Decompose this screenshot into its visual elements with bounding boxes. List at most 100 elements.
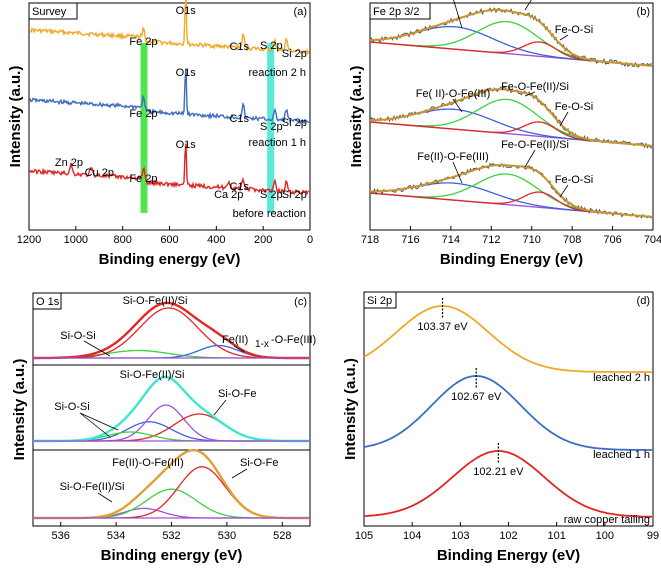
label-leader [559, 34, 569, 41]
x-tick-label: 710 [523, 234, 541, 246]
label-leader [83, 340, 111, 357]
peak-annotation: Si 2p [282, 189, 307, 201]
x-tick-label: 716 [401, 234, 419, 246]
component-label: Fe-O-Si [555, 101, 594, 113]
x-tick-label: 706 [603, 234, 621, 246]
component-label: Si-O-Fe [218, 388, 257, 400]
x-tick-label: 104 [403, 530, 421, 542]
x-tick-label: 200 [254, 234, 272, 246]
peak-value-label: 102.21 eV [473, 466, 524, 478]
x-tick-label: 708 [563, 234, 581, 246]
peak-annotation: S 2p [260, 40, 283, 52]
peak-annotation: Zn 2p [55, 157, 83, 169]
component-label: Fe-O-Fe(II)/Si [501, 81, 569, 93]
fit-component [33, 421, 309, 442]
x-tick-label: 99 [647, 530, 659, 542]
fit-component [369, 20, 653, 67]
label-leader [79, 412, 111, 438]
component-label: Si-O-Fe(II)/Si [120, 369, 185, 381]
component-label: Fe-O-Si [555, 24, 594, 36]
panel-label: O 1s [36, 296, 60, 308]
panel-tag: (b) [637, 6, 650, 18]
x-axis-title: Binding energy (eV) [101, 547, 243, 564]
label-leader [233, 345, 245, 353]
panel-tag: (a) [294, 6, 307, 18]
label-leader [452, 161, 463, 184]
raw-spectrum [369, 162, 653, 219]
peak-annotation: S 2p [260, 121, 283, 133]
peak-annotation: O1s [176, 5, 197, 17]
component-label: Si-O-Fe [240, 457, 279, 469]
peak-annotation: Fe 2p [129, 36, 157, 48]
component-subscript: 1-x [255, 339, 269, 350]
component-label: Fe-O-Fe(II)/Si [501, 139, 569, 151]
component-label: Fe(II)-O-Fe(III) [417, 151, 489, 163]
peak-value-label: 102.67 eV [451, 391, 502, 403]
x-axis-title: Binding Energy (eV) [440, 251, 583, 268]
component-label: Fe(II) [222, 334, 248, 346]
label-leader [452, 98, 463, 113]
x-tick-label: 536 [52, 530, 70, 542]
fit-envelope [370, 164, 653, 218]
label-leader [213, 399, 227, 416]
label-leader [524, 91, 536, 97]
si2p-series-line [363, 375, 652, 451]
component-label: Si-O-Si [54, 401, 89, 413]
y-axis-title: Intensity (a.u.) [342, 358, 359, 460]
si2p-series-line [363, 305, 652, 373]
highlight-band [140, 43, 148, 213]
si2p-series-line [363, 450, 653, 518]
label-leader [559, 184, 569, 198]
fit-component [369, 173, 653, 218]
peak-annotation: C1s [229, 181, 249, 193]
fit-component [33, 413, 309, 442]
peak-annotation: O1s [176, 139, 197, 151]
survey-series-line [29, 0, 310, 56]
peak-annotation: Si 2p [282, 48, 307, 60]
x-tick-label: 718 [361, 234, 379, 246]
fit-envelope [370, 88, 653, 147]
x-tick-label: 1000 [64, 234, 88, 246]
x-tick-label: 105 [355, 530, 373, 542]
survey-series-line [29, 68, 310, 126]
label-leader [524, 149, 536, 168]
x-tick-label: 712 [482, 234, 500, 246]
fit-component [33, 488, 309, 519]
panel-label: Fe 2p 3/2 [373, 6, 419, 18]
x-tick-label: 1200 [17, 234, 41, 246]
label-leader [79, 412, 119, 431]
highlight-band [267, 43, 275, 213]
series-label: leached 1 h [593, 449, 650, 461]
label-leader [524, 0, 532, 11]
x-tick-label: 102 [499, 530, 517, 542]
panel-label: Si 2p [367, 295, 392, 307]
x-tick-label: 600 [160, 234, 178, 246]
x-axis-title: Binding Energy (eV) [437, 547, 580, 564]
component-label: Si-O-Fe(II)/Si [123, 295, 188, 307]
label-leader [97, 492, 113, 503]
component-label: Fe(II)-O-Fe(III) [112, 457, 184, 469]
fit-envelope [33, 301, 309, 360]
peak-value-label: 103.37 eV [417, 321, 468, 333]
x-tick-label: 800 [113, 234, 131, 246]
component-label: Fe( II)-O-Fe(III) [416, 88, 491, 100]
x-tick-label: 0 [307, 234, 313, 246]
x-axis-title: Binding energy (eV) [99, 251, 241, 268]
x-tick-label: 530 [218, 530, 236, 542]
fit-envelope [33, 375, 309, 443]
x-tick-label: 534 [107, 530, 125, 542]
fit-envelope [369, 8, 653, 67]
y-axis-title: Intensity (a.u.) [348, 66, 365, 168]
series-label: before reaction [233, 208, 306, 220]
x-tick-label: 714 [442, 234, 460, 246]
panel-label-box [32, 292, 62, 310]
x-tick-label: 704 [644, 234, 661, 246]
peak-annotation: C1s [229, 41, 249, 53]
component-label: Si-O-Si [60, 330, 95, 342]
component-label: -O-Fe(III) [271, 334, 316, 346]
series-label: reaction 1 h [249, 137, 306, 149]
x-tick-label: 532 [162, 530, 180, 542]
x-tick-label: 528 [273, 530, 291, 542]
survey-series-line [29, 143, 310, 196]
series-label: reaction 2 h [249, 67, 306, 79]
